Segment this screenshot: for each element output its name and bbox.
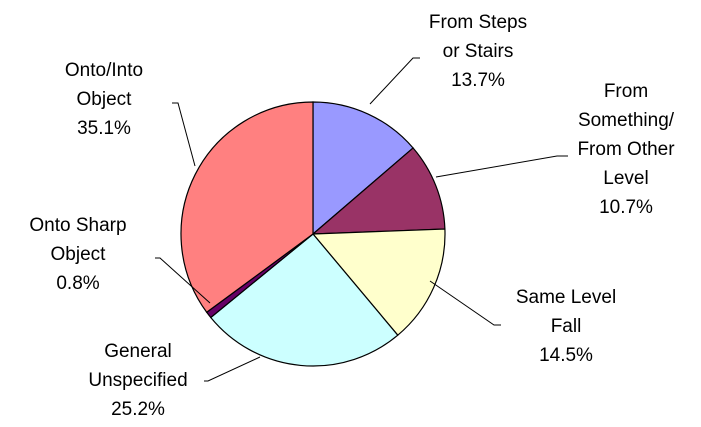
- slice-label: Onto/Into Object 35.1%: [65, 60, 143, 139]
- slice-name-line: General: [104, 341, 172, 362]
- leader-line: [155, 257, 211, 304]
- pie-slice: [180, 101, 314, 314]
- slice-name-line: Object: [77, 89, 133, 110]
- slice-label: Same Level Fall 14.5%: [516, 287, 616, 366]
- slice-name-line: Unspecified: [88, 370, 187, 391]
- slice-name-line: From Other: [577, 139, 675, 160]
- slice-name-line: Object: [51, 244, 107, 265]
- slice-percent: 14.5%: [539, 345, 593, 366]
- slice-percent: 0.8%: [56, 273, 99, 294]
- leader-line: [369, 57, 420, 105]
- slice-percent: 25.2%: [111, 399, 165, 420]
- slice-name-line: Onto Sharp: [29, 215, 126, 236]
- leader-lines: [155, 57, 568, 382]
- slice-percent: 13.7%: [451, 70, 505, 91]
- leader-line: [435, 155, 568, 178]
- slice-name-line: Fall: [551, 316, 582, 337]
- slice-name-line: Something/: [578, 110, 675, 131]
- slice-name-line: Level: [603, 168, 648, 189]
- pie-slice: [311, 228, 446, 337]
- slice-label: General Unspecified 25.2%: [88, 341, 187, 420]
- slice-name-line: or Stairs: [443, 41, 514, 62]
- slice-name-line: From Steps: [429, 12, 527, 33]
- slice-labels: From Steps or Stairs 13.7% From Something/Fr…: [29, 12, 675, 420]
- slice-name-line: Same Level: [516, 287, 616, 308]
- slice-percent: 35.1%: [77, 118, 131, 139]
- pie-slices: [180, 101, 446, 367]
- leader-line: [204, 356, 261, 382]
- slice-name-line: From: [604, 81, 648, 102]
- pie-slice: [312, 101, 414, 236]
- slice-label: From Steps or Stairs 13.7%: [429, 12, 527, 91]
- pie-slice: [209, 233, 399, 367]
- slice-label: From Something/From Other Level 10.7%: [577, 81, 675, 218]
- slice-label: Onto Sharp Object 0.8%: [29, 215, 126, 294]
- slice-percent: 10.7%: [599, 197, 653, 218]
- slice-name-line: Onto/Into: [65, 60, 143, 81]
- leader-line: [172, 102, 196, 167]
- pie-slice: [311, 147, 446, 235]
- leader-line: [429, 280, 501, 326]
